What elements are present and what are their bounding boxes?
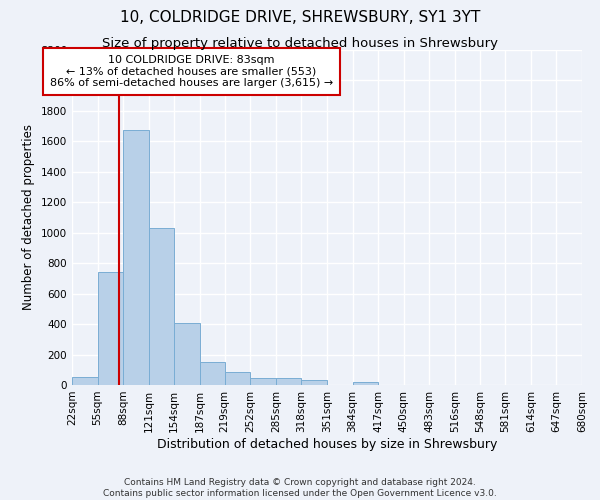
Bar	[224, 372, 250, 385]
Bar	[200, 362, 224, 385]
Bar	[301, 380, 327, 385]
Bar	[250, 378, 276, 385]
Bar	[276, 378, 301, 385]
Bar	[123, 130, 149, 385]
Bar	[149, 228, 175, 385]
Bar	[72, 376, 98, 385]
X-axis label: Distribution of detached houses by size in Shrewsbury: Distribution of detached houses by size …	[157, 438, 497, 450]
Bar	[353, 382, 378, 385]
Bar	[98, 272, 123, 385]
Text: 10 COLDRIDGE DRIVE: 83sqm
← 13% of detached houses are smaller (553)
86% of semi: 10 COLDRIDGE DRIVE: 83sqm ← 13% of detac…	[50, 54, 333, 88]
Y-axis label: Number of detached properties: Number of detached properties	[22, 124, 35, 310]
Text: 10, COLDRIDGE DRIVE, SHREWSBURY, SY1 3YT: 10, COLDRIDGE DRIVE, SHREWSBURY, SY1 3YT	[120, 10, 480, 25]
Text: Contains HM Land Registry data © Crown copyright and database right 2024.
Contai: Contains HM Land Registry data © Crown c…	[103, 478, 497, 498]
Text: Size of property relative to detached houses in Shrewsbury: Size of property relative to detached ho…	[102, 38, 498, 51]
Bar	[175, 323, 200, 385]
